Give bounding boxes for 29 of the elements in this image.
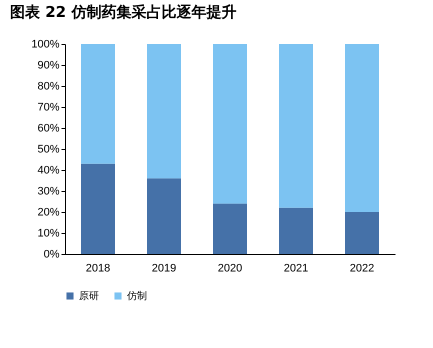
bar	[81, 44, 115, 164]
bar	[147, 178, 181, 254]
y-tick-label: 40%	[37, 164, 60, 176]
y-tick-label: 90%	[37, 60, 60, 72]
legend-label: 仿制	[126, 290, 147, 302]
x-tick-label: 2019	[152, 262, 176, 274]
y-tick-label: 70%	[37, 102, 60, 114]
chart-title: 图表 22 仿制药集采占比逐年提升	[10, 3, 236, 21]
bar	[213, 44, 247, 204]
legend-label: 原研	[79, 291, 99, 302]
y-tick-label: 80%	[37, 80, 60, 92]
bar	[81, 164, 115, 254]
y-tick-label: 20%	[37, 206, 60, 218]
x-tick-label: 2022	[350, 262, 374, 274]
bar	[213, 204, 247, 254]
y-tick-label: 100%	[31, 38, 60, 50]
x-tick-label: 2018	[86, 262, 110, 274]
bar	[279, 44, 313, 208]
x-tick-label: 2021	[284, 262, 308, 274]
y-tick-label: 0%	[44, 248, 60, 260]
y-tick-label: 50%	[37, 144, 60, 156]
bar	[279, 208, 313, 254]
x-tick-label: 2020	[218, 262, 242, 274]
y-tick-label: 30%	[37, 186, 60, 198]
bar	[345, 212, 379, 254]
y-tick-label: 10%	[37, 228, 60, 240]
bar	[345, 44, 379, 212]
y-tick-label: 60%	[37, 122, 60, 134]
bar	[147, 44, 181, 178]
